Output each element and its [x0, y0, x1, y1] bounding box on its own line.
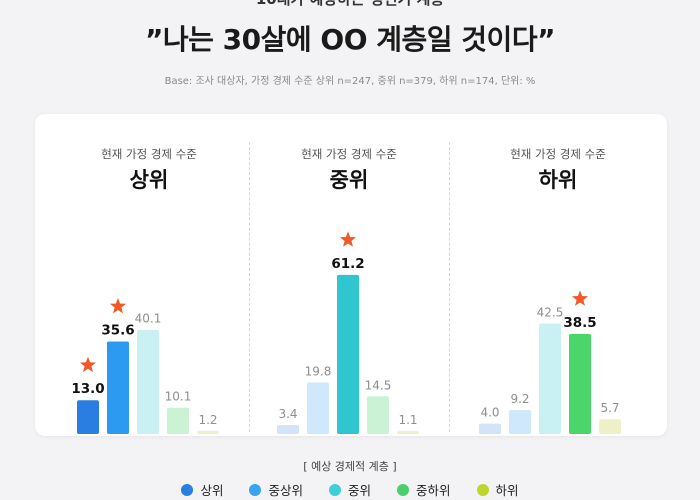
legend-swatch — [181, 483, 194, 496]
legend-item: 중하위 — [397, 480, 451, 499]
bar — [539, 323, 561, 434]
data-label: 14.5 — [365, 378, 392, 392]
data-label: 38.5 — [563, 315, 596, 331]
data-label: 10.1 — [165, 390, 192, 404]
data-label: 4.0 — [480, 406, 499, 420]
base-note: Base: 조사 대상자, 가정 경제 수준 상위 n=247, 중위 n=37… — [164, 76, 536, 87]
panel-middle: 현재 가정 경제 수준 중위 — [249, 114, 449, 436]
legend-label: 하위 — [495, 483, 519, 498]
legend-swatch — [397, 483, 409, 496]
legend-caption: [ 예상 경제적 계층 ] — [303, 460, 397, 473]
bar — [307, 382, 329, 434]
bar — [197, 430, 219, 434]
panel-upper: 현재 가정 경제 수준 상위 — [49, 114, 249, 436]
panel-title: 하위 — [538, 168, 578, 192]
star-icon — [109, 297, 127, 314]
bar — [397, 431, 419, 434]
legend: 상위 중상위 중위 중하위 하위 — [0, 480, 700, 499]
panel-subtitle: 현재 가정 경제 수준 — [101, 147, 197, 161]
legend-label: 중위 — [347, 483, 371, 498]
panel-divider — [249, 142, 250, 432]
bar — [599, 419, 621, 434]
panel-subtitle: 현재 가정 경제 수준 — [301, 147, 397, 161]
bar — [509, 410, 531, 434]
legend-item: 중상위 — [249, 480, 303, 499]
panel-title: 중위 — [329, 168, 369, 192]
bar — [277, 425, 299, 434]
panel-title: 상위 — [129, 168, 169, 192]
legend-label: 중하위 — [416, 483, 451, 498]
data-label: 42.5 — [537, 306, 564, 320]
legend-label: 상위 — [200, 483, 224, 498]
star-icon — [571, 290, 589, 306]
bar — [337, 274, 359, 434]
legend-swatch — [328, 483, 341, 496]
legend-item: 중위 — [328, 480, 371, 499]
bar — [167, 407, 189, 434]
data-label: 19.8 — [305, 365, 332, 379]
bar — [77, 400, 99, 434]
data-label: 3.4 — [278, 407, 297, 421]
bar — [107, 341, 129, 434]
data-label: 61.2 — [331, 256, 364, 272]
bar — [569, 333, 591, 434]
legend-item: 상위 — [181, 480, 223, 499]
panel-lower: 현재 가정 경제 수준 하위 — [449, 114, 667, 436]
data-label: 1.2 — [198, 413, 217, 427]
legend-swatch — [249, 483, 262, 496]
data-label: 40.1 — [135, 312, 162, 326]
legend-label: 중상위 — [268, 483, 303, 498]
page-title: ”나는 30살에 OO 계층일 것이다” — [145, 23, 555, 56]
bar — [367, 396, 389, 434]
bar — [137, 329, 159, 434]
legend-swatch — [476, 483, 489, 496]
data-label: 1.1 — [398, 413, 417, 427]
star-icon — [339, 231, 357, 247]
data-label: 5.7 — [600, 401, 619, 415]
top-partial-heading: 10대가 예상하는 성인기 계층 — [0, 0, 700, 8]
data-label: 35.6 — [101, 322, 134, 338]
panel-divider — [449, 142, 450, 432]
panel-subtitle: 현재 가정 경제 수준 — [510, 147, 606, 161]
chart-card: 현재 가정 경제 수준 상위 현재 가정 경제 수준 중위 현재 가정 경제 수… — [35, 114, 667, 436]
star-icon — [79, 356, 97, 373]
legend-item: 하위 — [476, 480, 519, 499]
data-label: 9.2 — [510, 392, 529, 406]
data-label: 13.0 — [71, 381, 104, 397]
bar-chart: 13.0 35.640.1 10.1 1.2 3.4 19.8 61.2 14.5 1.1 4.0… — [71, 231, 621, 434]
bar — [479, 423, 501, 434]
